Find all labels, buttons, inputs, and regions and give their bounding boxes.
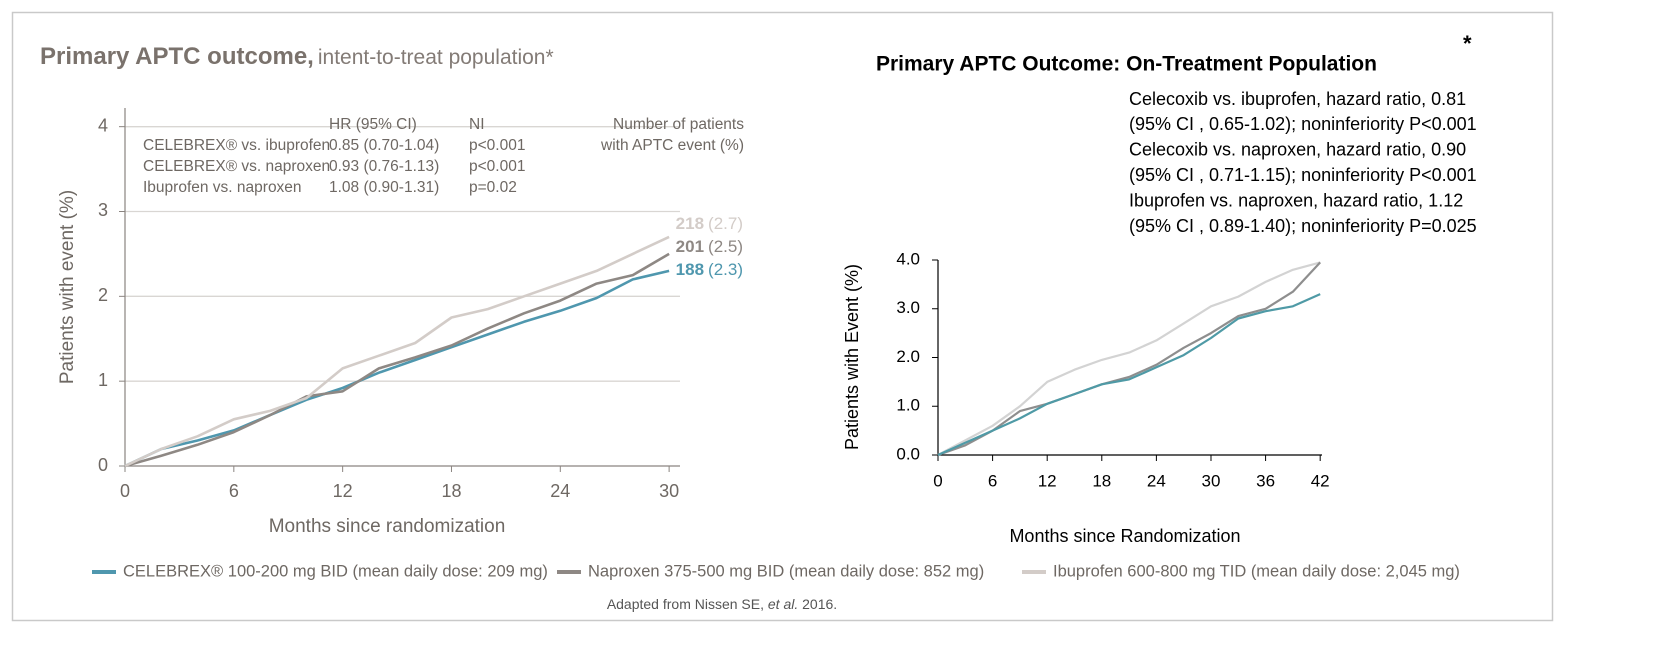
event-percent: (2.3) — [708, 260, 743, 279]
series-line — [124, 235, 670, 468]
x-axis-label: Months since Randomization — [1009, 526, 1240, 546]
title-main: Primary APTC outcome, — [40, 43, 314, 70]
title-mark: * — [1463, 31, 1472, 56]
table-header: with APTC event (%) — [600, 137, 744, 154]
event-count: 218 — [676, 214, 704, 233]
event-percent: (2.5) — [708, 237, 743, 256]
x-tick-label: 18 — [441, 481, 461, 501]
x-tick-label: 0 — [933, 471, 942, 490]
table-cell: CELEBREX® vs. naproxen — [143, 158, 330, 175]
annotation: (95% CI , 0.71-1.15); noninferiority P<0… — [1129, 165, 1477, 185]
x-tick-label: 42 — [1311, 471, 1330, 490]
legend-label: CELEBREX® 100-200 mg BID (mean daily dos… — [123, 562, 548, 580]
table-cell: p=0.02 — [469, 179, 517, 196]
x-tick-label: 12 — [333, 481, 353, 501]
subtitle: intent-to-treat population* — [318, 46, 554, 69]
table-cell: p<0.001 — [469, 137, 525, 154]
y-tick-label: 0 — [98, 455, 108, 475]
end-label: 188 (2.3) — [676, 260, 743, 279]
table-header: HR (95% CI) — [329, 116, 417, 133]
x-tick-label: 18 — [1092, 471, 1111, 490]
series-line — [124, 269, 670, 468]
y-tick-label: 4 — [98, 115, 108, 135]
chart-title: Primary APTC outcome, intent-to-treat pop… — [40, 43, 554, 70]
event-percent: (2.7) — [708, 214, 743, 233]
series-line — [937, 261, 1321, 456]
table-header: Number of patients — [613, 116, 744, 133]
source-part: 2016. — [798, 596, 837, 612]
y-tick-label: 3.0 — [896, 298, 920, 317]
annotation: (95% CI , 0.65-1.02); noninferiority P<0… — [1129, 114, 1477, 134]
x-tick-label: 24 — [550, 481, 570, 501]
source-part: et al. — [768, 596, 798, 612]
series-line — [937, 261, 1322, 457]
table-cell: Ibuprofen vs. naproxen — [143, 179, 302, 196]
x-tick-label: 12 — [1038, 471, 1057, 490]
source-part: Adapted from Nissen SE, — [607, 596, 768, 612]
table-cell: 1.08 (0.90-1.31) — [329, 179, 439, 196]
y-axis-label: Patients with Event (%) — [842, 264, 862, 450]
y-tick-label: 0.0 — [896, 444, 920, 463]
table-cell: CELEBREX® vs. ibuprofen — [143, 137, 330, 154]
end-label: 201 (2.5) — [676, 237, 743, 256]
x-tick-label: 0 — [120, 481, 130, 501]
y-tick-label: 3 — [98, 200, 108, 220]
table-cell: 0.93 (0.76-1.13) — [329, 158, 439, 175]
x-axis-label: Months since randomization — [269, 516, 506, 537]
annotation: Celecoxib vs. naproxen, hazard ratio, 0.… — [1129, 140, 1466, 160]
event-count: 201 — [676, 237, 704, 256]
y-tick-label: 1.0 — [896, 396, 920, 415]
y-tick-label: 1 — [98, 370, 108, 390]
annotation: Celecoxib vs. ibuprofen, hazard ratio, 0… — [1129, 89, 1466, 109]
y-axis-label: Patients with event (%) — [57, 190, 78, 384]
y-tick-label: 2.0 — [896, 347, 920, 366]
legend-label: Ibuprofen 600-800 mg TID (mean daily dos… — [1053, 562, 1460, 580]
x-tick-label: 6 — [229, 481, 239, 501]
annotation: (95% CI , 0.89-1.40); noninferiority P=0… — [1129, 216, 1477, 236]
x-tick-label: 30 — [659, 481, 679, 501]
end-label: 218 (2.7) — [676, 214, 743, 233]
table-cell: 0.85 (0.70-1.04) — [329, 137, 439, 154]
series-line — [124, 252, 670, 468]
x-tick-label: 36 — [1256, 471, 1275, 490]
series-line — [937, 293, 1321, 457]
event-count: 188 — [676, 260, 704, 279]
annotation: Ibuprofen vs. naproxen, hazard ratio, 1.… — [1129, 190, 1463, 210]
x-tick-label: 24 — [1147, 471, 1166, 490]
table-header: NI — [469, 116, 485, 133]
chart-title: Primary APTC Outcome: On-Treatment Popul… — [876, 53, 1377, 76]
legend-label: Naproxen 375-500 mg BID (mean daily dose… — [588, 562, 984, 580]
x-tick-label: 6 — [988, 471, 997, 490]
y-tick-label: 4.0 — [896, 249, 920, 268]
source: Adapted from Nissen SE, et al. 2016. — [607, 596, 837, 612]
y-tick-label: 2 — [98, 285, 108, 305]
frame — [11, 11, 1554, 622]
table-cell: p<0.001 — [469, 158, 525, 175]
x-tick-label: 30 — [1202, 471, 1221, 490]
